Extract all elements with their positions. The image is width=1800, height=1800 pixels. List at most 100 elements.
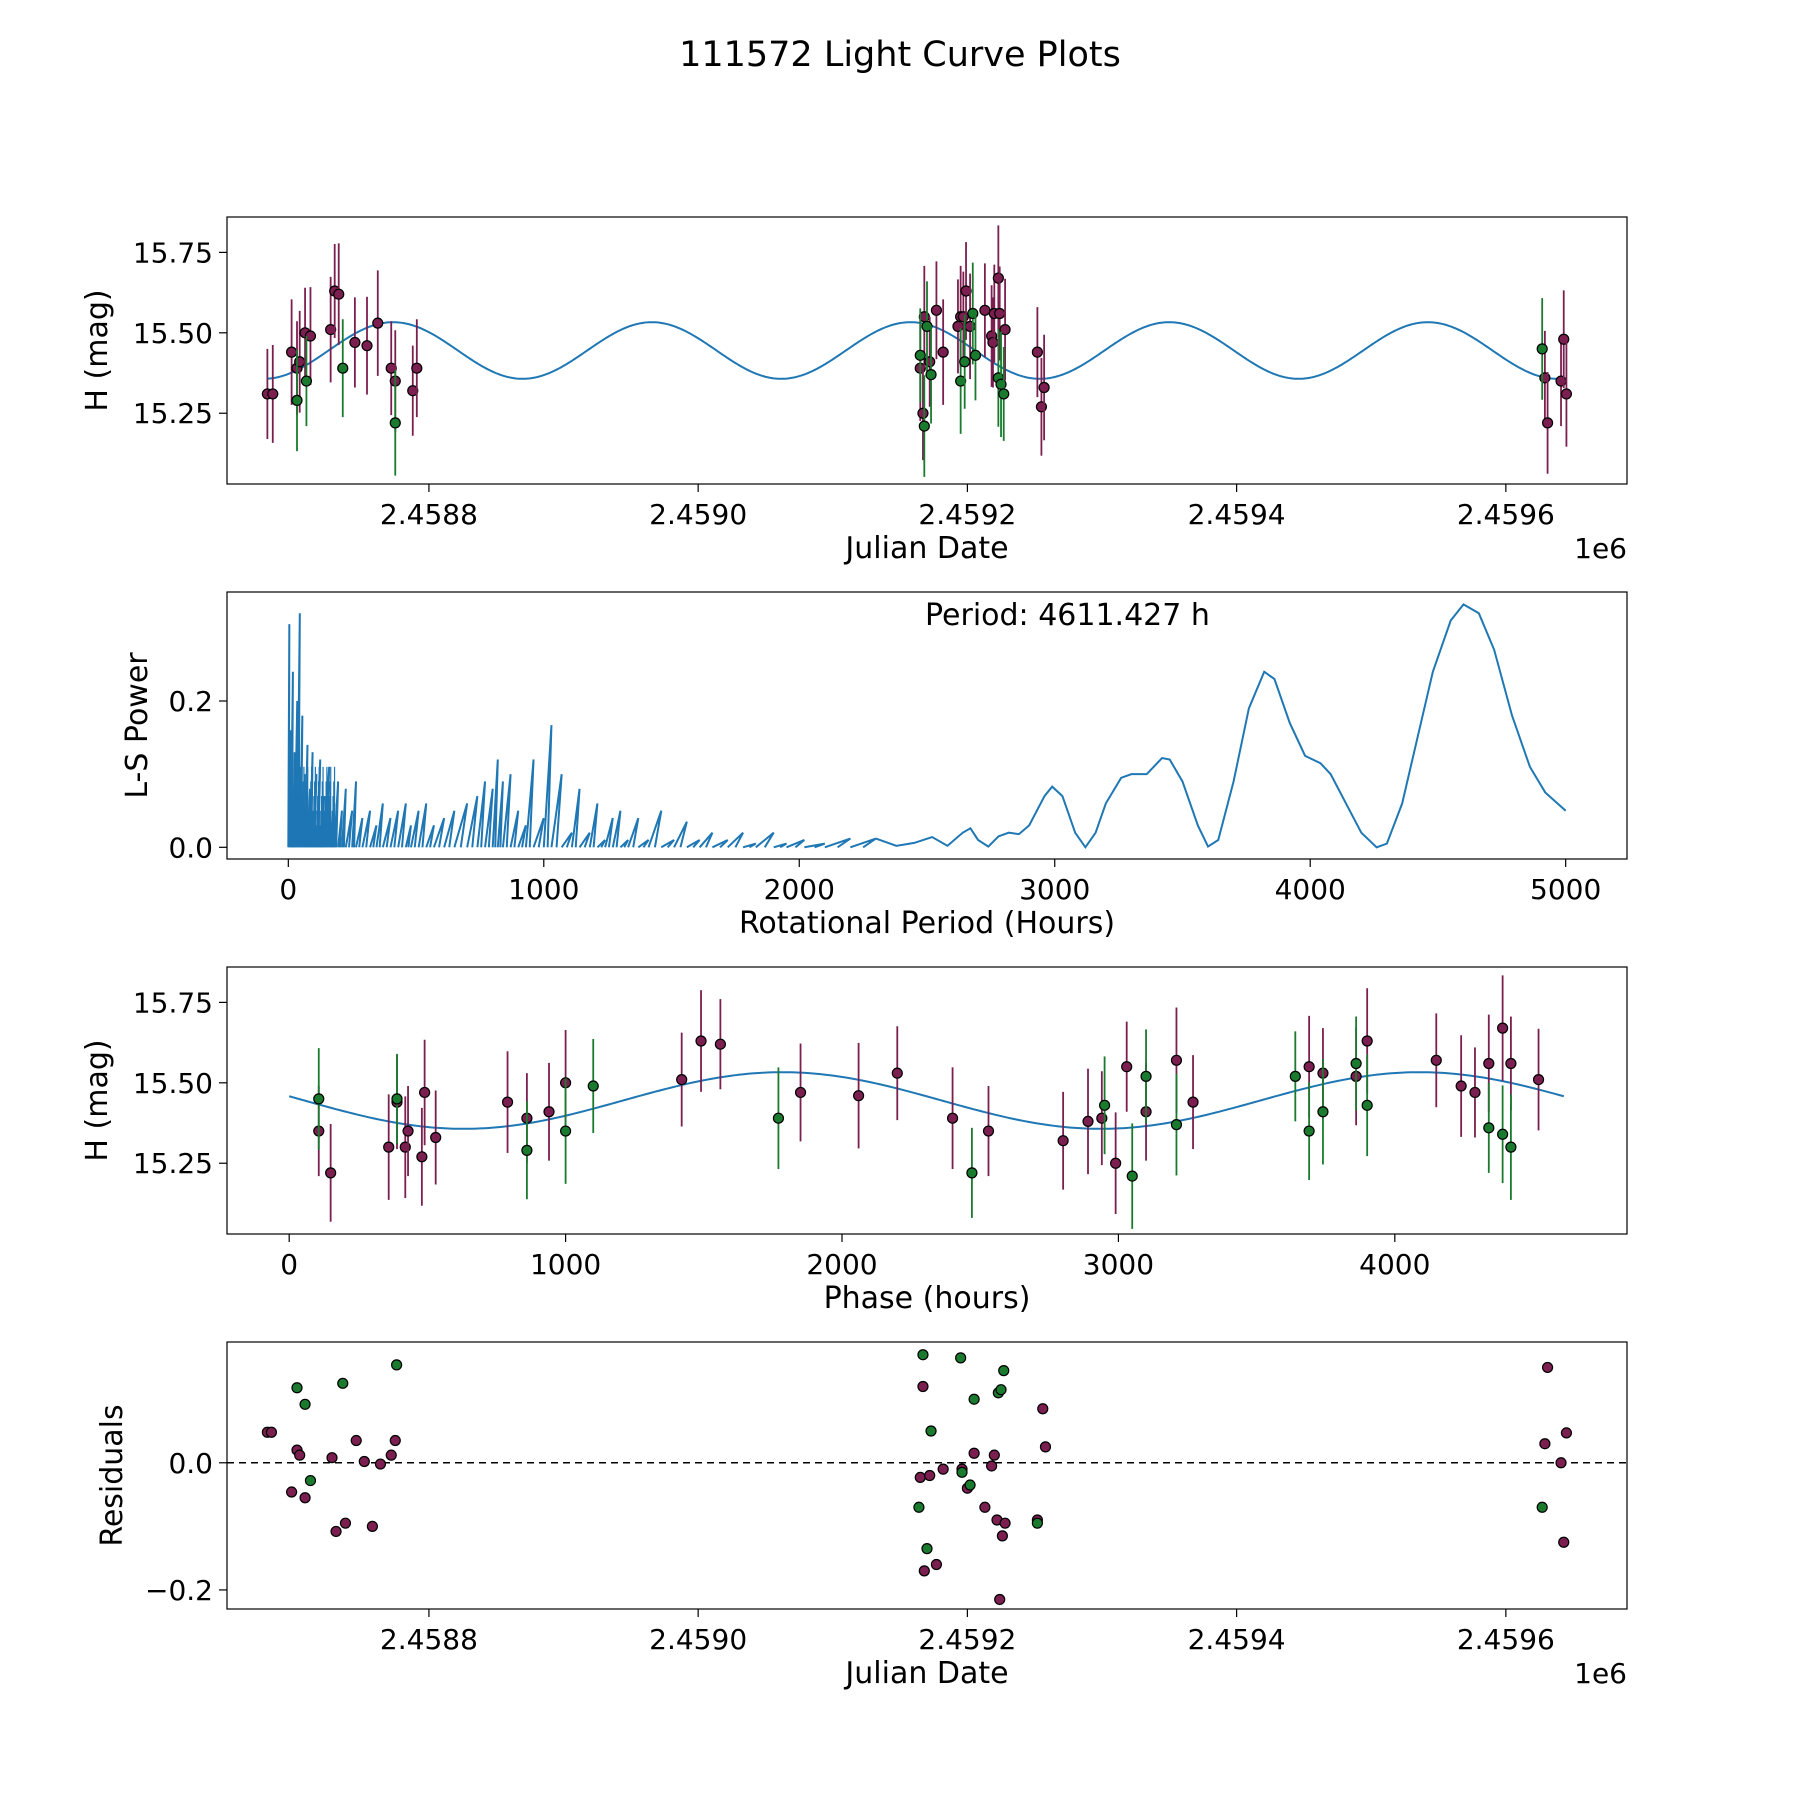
data-point xyxy=(361,340,373,352)
data-point xyxy=(330,1525,342,1538)
x-tick-label: 3000 xyxy=(1083,1248,1154,1281)
periodogram-spike xyxy=(453,803,469,848)
x-tick-label: 4000 xyxy=(1275,873,1346,906)
data-point xyxy=(1505,1141,1517,1153)
data-point xyxy=(559,1125,572,1137)
data-point xyxy=(918,1565,930,1577)
plot-area xyxy=(288,975,1565,1229)
data-point xyxy=(676,1073,688,1086)
data-point xyxy=(955,1352,967,1364)
plot-area xyxy=(261,225,1573,477)
data-point xyxy=(1536,1501,1548,1513)
data-point xyxy=(1187,1096,1199,1108)
data-point xyxy=(265,1426,278,1438)
x-tick-label: 0 xyxy=(280,1248,298,1281)
periodogram-spike xyxy=(466,795,479,848)
series-band_a xyxy=(261,1361,1573,1606)
data-point xyxy=(1505,1057,1517,1070)
data-point xyxy=(383,1141,395,1153)
data-point xyxy=(1536,343,1548,355)
panel-periodogram: 0 1000 2000 3000 4000 5000 0.0 0.2 Rotational Pe… xyxy=(120,591,1628,941)
y-tick-label: 0.2 xyxy=(168,685,213,718)
periodogram-spike xyxy=(397,803,407,848)
periodogram-spike xyxy=(727,831,744,849)
periodogram-spike xyxy=(509,810,520,848)
data-point xyxy=(1497,1128,1509,1140)
x-offset-label: 1e6 xyxy=(1574,532,1627,565)
data-point xyxy=(1039,1441,1052,1453)
periodogram-spike xyxy=(404,825,412,848)
figure-title: 111572 Light Curve Plots xyxy=(679,35,1121,75)
periodogram-spike xyxy=(755,831,775,849)
data-point xyxy=(1483,1057,1495,1070)
periodogram-spike xyxy=(570,788,581,848)
model-curve xyxy=(267,321,1560,380)
periodogram-spike xyxy=(496,781,504,848)
x-tick-label: 2.4594 xyxy=(1188,498,1286,531)
periodogram-spike xyxy=(425,825,435,848)
data-point xyxy=(914,349,926,361)
periodogram-spike xyxy=(340,788,347,848)
data-point xyxy=(407,385,419,397)
data-point xyxy=(1110,1157,1122,1169)
periodogram-spike xyxy=(588,803,599,848)
axes-frame xyxy=(226,966,1628,1235)
periodogram-spike xyxy=(443,810,456,848)
periodogram-spike xyxy=(432,817,446,848)
data-point xyxy=(286,346,298,358)
periodogram-spike xyxy=(351,781,358,848)
periodogram-spike xyxy=(491,759,499,848)
data-point xyxy=(1497,1022,1509,1034)
data-point xyxy=(543,1106,555,1118)
data-point xyxy=(1361,1035,1373,1047)
data-point xyxy=(937,346,949,358)
x-tick-label: 2000 xyxy=(764,873,835,906)
y-tick-label: −0.2 xyxy=(145,1574,213,1607)
data-point xyxy=(1532,1073,1545,1086)
data-point xyxy=(1037,1403,1049,1415)
data-point xyxy=(349,336,361,349)
data-point xyxy=(411,362,423,374)
data-point xyxy=(999,1517,1011,1529)
data-point xyxy=(325,1167,337,1179)
data-point xyxy=(337,1377,349,1389)
data-point xyxy=(937,1463,949,1475)
data-point xyxy=(917,407,929,419)
data-point xyxy=(1469,1086,1481,1099)
x-tick-label: 5000 xyxy=(1530,873,1601,906)
y-tick-label: 15.25 xyxy=(133,397,213,430)
data-point xyxy=(1170,1119,1183,1131)
periodogram-spike xyxy=(698,832,714,848)
data-point xyxy=(913,1501,925,1513)
x-tick-label: 2.4592 xyxy=(918,498,1016,531)
periodogram-spike xyxy=(637,839,650,849)
data-point xyxy=(918,420,930,432)
data-point xyxy=(925,369,937,381)
periodogram-spike xyxy=(578,832,591,848)
x-offset-label: 1e6 xyxy=(1574,1657,1627,1690)
data-point xyxy=(350,1434,362,1447)
data-point xyxy=(1455,1080,1467,1092)
periodogram-spike xyxy=(361,810,372,848)
data-point xyxy=(925,1425,937,1437)
data-point xyxy=(891,1067,903,1079)
y-axis-label: H (mag) xyxy=(80,289,115,411)
data-point xyxy=(968,1393,980,1405)
data-point xyxy=(998,388,1010,400)
data-point xyxy=(1560,388,1573,400)
x-tick-label: 2.4588 xyxy=(380,1623,478,1656)
data-point xyxy=(389,417,401,429)
x-tick-label: 2.4596 xyxy=(1457,498,1555,531)
data-point xyxy=(587,1080,599,1092)
data-point xyxy=(326,1452,338,1464)
y-tick-label: 15.25 xyxy=(133,1147,213,1180)
data-point xyxy=(1483,1122,1495,1134)
periodogram-spike xyxy=(532,817,545,848)
data-point xyxy=(930,1558,943,1571)
periodogram-spike xyxy=(673,821,688,848)
x-tick-label: 2.4596 xyxy=(1457,1623,1555,1656)
plot-area xyxy=(227,1349,1627,1606)
periodogram-curve xyxy=(875,603,1567,850)
data-point xyxy=(325,323,337,336)
